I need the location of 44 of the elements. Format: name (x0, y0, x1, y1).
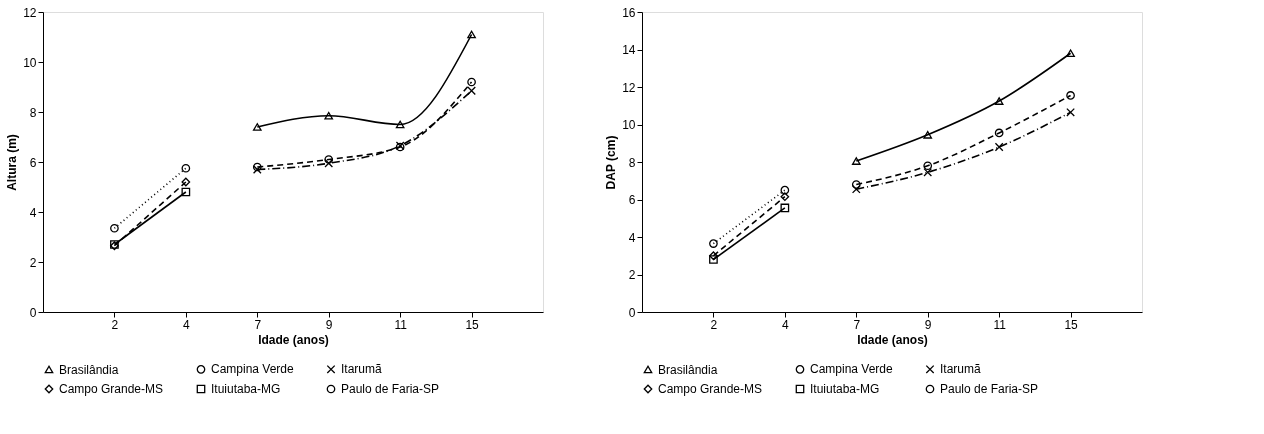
y-tick-label: 0 (29, 305, 37, 320)
y-tick-label: 6 (628, 193, 636, 207)
y-axis-title: DAP (cm) (604, 135, 619, 190)
y-tick-label: 14 (622, 43, 636, 57)
legend-label: Ituiutaba-MG (211, 382, 281, 396)
legend-label: Paulo de Faria-SP (341, 382, 440, 396)
x-tick-label: 2 (111, 317, 119, 332)
legend-label: Ituiutaba-MG (810, 382, 880, 396)
x-axis-title: Idade (anos) (258, 332, 329, 347)
x-tick-label: 9 (924, 317, 932, 332)
x-tick-label: 11 (394, 317, 408, 332)
legend-label: Itarumã (940, 362, 982, 377)
y-tick-label: 8 (29, 105, 37, 120)
y-axis-title: Altura (m) (5, 134, 20, 191)
x-tick-label: 4 (183, 317, 191, 332)
legend-label: Brasilândia (658, 362, 718, 377)
legend-label: Campina Verde (810, 362, 894, 377)
x-tick-label: 15 (465, 317, 480, 332)
y-tick-label: 10 (23, 55, 37, 70)
y-tick-label: 12 (622, 80, 636, 95)
x-tick-label: 11 (993, 317, 1007, 332)
x-tick-label: 7 (254, 317, 262, 332)
x-tick-label: 9 (325, 317, 333, 332)
y-tick-label: 4 (628, 230, 636, 245)
y-tick-label: 0 (628, 305, 636, 320)
legend-label: Brasilândia (59, 362, 119, 377)
x-tick-label: 2 (710, 317, 718, 332)
y-tick-label: 8 (628, 155, 636, 170)
x-axis-title: Idade (anos) (857, 332, 928, 347)
legend-label: Paulo de Faria-SP (940, 382, 1039, 396)
x-tick-label: 7 (853, 317, 861, 332)
x-tick-label: 4 (782, 317, 790, 332)
y-tick-label: 12 (23, 5, 37, 20)
x-tick-label: 15 (1064, 317, 1079, 332)
legend-label: Campo Grande-MS (658, 382, 763, 396)
legend-label: Campo Grande-MS (59, 382, 164, 396)
y-tick-label: 10 (622, 118, 636, 132)
legend-label: Campina Verde (211, 362, 295, 377)
legend-label: Itarumã (341, 362, 383, 377)
y-tick-label: 2 (628, 268, 636, 282)
y-tick-label: 16 (622, 5, 636, 20)
y-tick-label: 2 (29, 255, 37, 270)
y-tick-label: 6 (29, 155, 37, 170)
y-tick-label: 4 (29, 205, 37, 220)
